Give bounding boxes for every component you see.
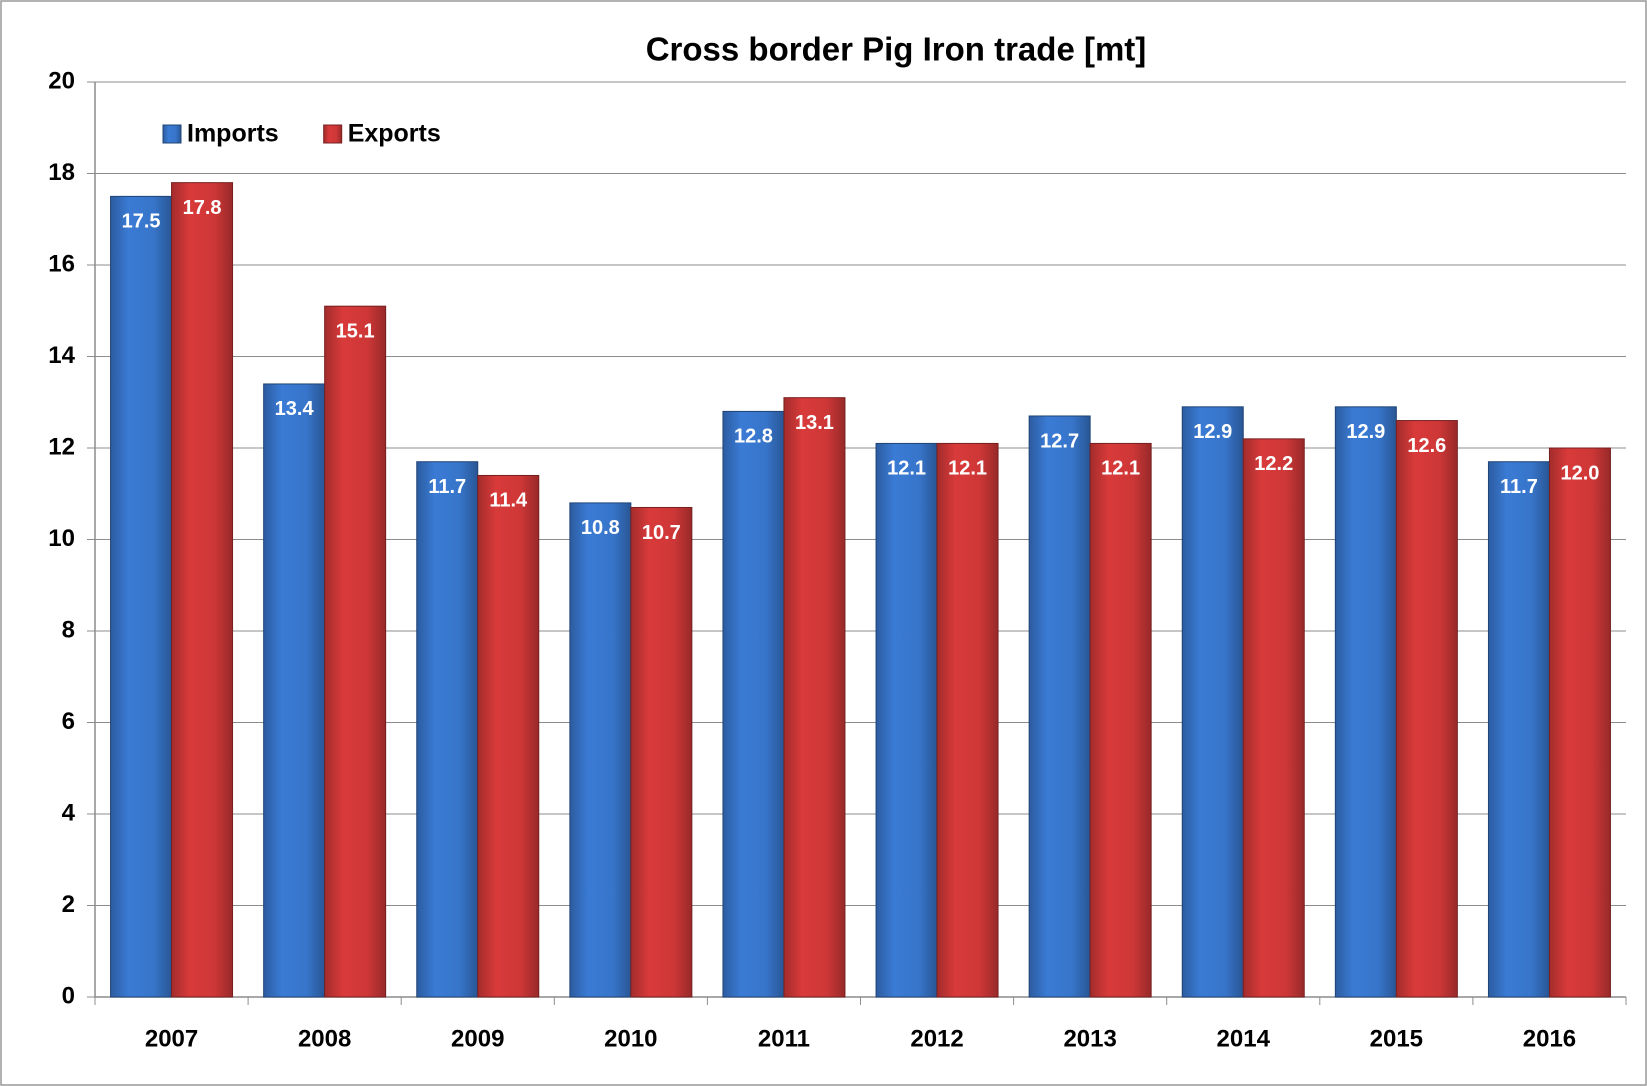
x-tick-label: 2014 (1217, 1025, 1271, 1052)
data-label: 12.8 (734, 426, 773, 448)
bar (1334, 406, 1397, 998)
bar (783, 397, 846, 998)
x-tick-label: 2012 (910, 1025, 963, 1052)
data-label: 12.6 (1407, 435, 1446, 457)
data-label: 12.7 (1040, 430, 1079, 452)
y-tick-label: 4 (62, 799, 76, 826)
x-tick-label: 2007 (145, 1025, 198, 1052)
bar (1028, 415, 1091, 998)
bar (630, 506, 693, 998)
bar (936, 442, 999, 998)
data-label: 12.1 (948, 458, 987, 480)
data-label: 17.5 (122, 211, 161, 233)
x-tick-label: 2013 (1063, 1025, 1116, 1052)
bar (1242, 438, 1305, 998)
bar (1395, 420, 1458, 998)
data-label: 10.8 (581, 517, 620, 539)
data-label: 13.1 (795, 412, 834, 434)
bar (110, 195, 173, 998)
data-label: 12.2 (1254, 453, 1293, 475)
bar (875, 442, 938, 998)
data-label: 11.7 (428, 476, 466, 498)
bar (1089, 442, 1152, 998)
legend-label: Imports (187, 120, 279, 148)
y-tick-label: 0 (62, 982, 75, 1009)
y-tick-label: 20 (48, 67, 75, 94)
data-label: 12.1 (1101, 458, 1140, 480)
legend-swatch (323, 124, 343, 144)
x-tick-label: 2010 (604, 1025, 657, 1052)
legend-label: Exports (348, 120, 441, 148)
bar (171, 182, 234, 998)
x-tick-label: 2015 (1370, 1025, 1423, 1052)
y-tick-label: 16 (48, 250, 75, 277)
bar (263, 383, 326, 998)
bar (1548, 447, 1611, 998)
x-tick-label: 2009 (451, 1025, 504, 1052)
y-tick-label: 18 (48, 159, 75, 186)
data-label: 17.8 (183, 197, 222, 219)
chart-title: Cross border Pig Iron trade [mt] (646, 31, 1147, 68)
x-tick-label: 2011 (758, 1025, 810, 1052)
bar (324, 305, 387, 998)
bar (1181, 406, 1244, 998)
data-label: 12.0 (1560, 462, 1599, 484)
data-label: 12.1 (887, 458, 926, 480)
data-label: 12.9 (1346, 421, 1385, 443)
data-label: 13.4 (275, 398, 315, 420)
data-label: 11.7 (1500, 476, 1538, 498)
bar (569, 502, 632, 998)
y-tick-label: 2 (62, 891, 75, 918)
y-tick-label: 14 (48, 342, 75, 369)
y-tick-label: 6 (62, 708, 75, 735)
bar (722, 410, 785, 998)
y-tick-label: 12 (48, 433, 75, 460)
y-tick-label: 8 (62, 616, 75, 643)
legend-swatch (162, 124, 182, 144)
y-tick-label: 10 (48, 525, 75, 552)
bar (416, 461, 479, 998)
data-label: 15.1 (336, 320, 375, 342)
data-label: 12.9 (1193, 421, 1232, 443)
x-tick-label: 2016 (1523, 1025, 1576, 1052)
data-label: 11.4 (489, 490, 528, 512)
bar (1487, 461, 1550, 998)
x-tick-label: 2008 (298, 1025, 351, 1052)
bar (477, 474, 540, 998)
data-label: 10.7 (642, 522, 681, 544)
